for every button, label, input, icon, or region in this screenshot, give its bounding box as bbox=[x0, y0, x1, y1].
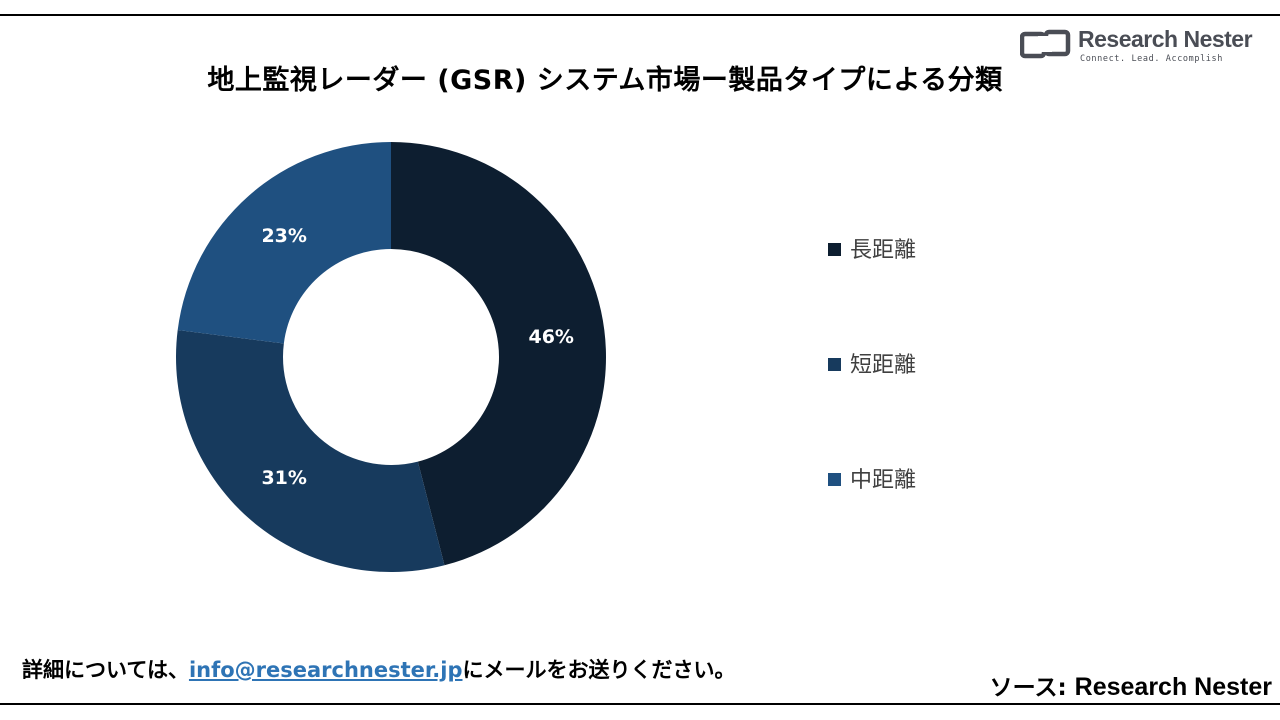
legend-swatch-long bbox=[828, 243, 841, 256]
legend-label-mid: 中距離 bbox=[850, 468, 917, 493]
slice-mid bbox=[177, 142, 391, 344]
slice-label-mid: 23% bbox=[261, 225, 306, 247]
logo-name: Research Nester bbox=[1078, 26, 1253, 52]
email-link[interactable]: info@researchnester.jp bbox=[188, 658, 463, 682]
legend-swatch-short bbox=[828, 358, 841, 371]
legend-label-long: 長距離 bbox=[850, 238, 917, 263]
research-nester-logo: Research Nester Connect. Lead. Accomplis… bbox=[1020, 26, 1260, 68]
bottom-rule bbox=[0, 703, 1280, 705]
slice-label-short: 31% bbox=[261, 467, 306, 489]
slice-short bbox=[176, 330, 445, 572]
footer-note-prefix: 詳細については、 bbox=[22, 658, 189, 682]
top-rule bbox=[0, 14, 1280, 16]
source-name: Research Nester bbox=[1074, 673, 1272, 701]
slice-long bbox=[391, 142, 606, 566]
legend-swatch-mid bbox=[828, 473, 841, 486]
slice-label-long: 46% bbox=[528, 326, 573, 348]
chart-title: 地上監視レーダー (GSR) システム市場ー製品タイプによる分類 bbox=[207, 65, 1003, 96]
footer-note-suffix: にメールをお送りください。 bbox=[462, 658, 736, 682]
source-credit: ソース: Research Nester bbox=[990, 668, 1272, 702]
logo-tagline: Connect. Lead. Accomplish bbox=[1080, 54, 1223, 64]
source-label: ソース: bbox=[989, 675, 1075, 701]
footer-contact-note: 詳細については、info@researchnester.jpにメールをお送りくだ… bbox=[22, 654, 735, 684]
legend-label-short: 短距離 bbox=[850, 353, 917, 378]
logo-icon bbox=[1020, 29, 1071, 59]
